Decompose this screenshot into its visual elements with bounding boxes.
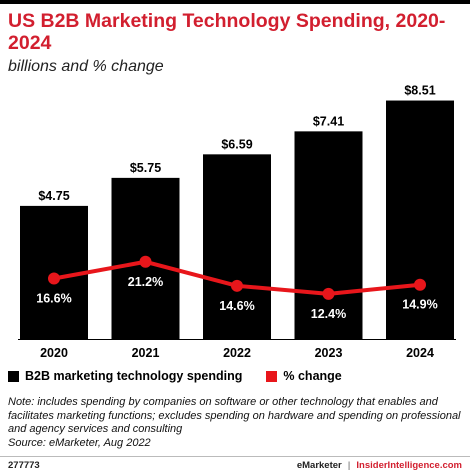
change-point bbox=[322, 287, 335, 300]
chart-subtitle: billions and % change bbox=[8, 58, 164, 75]
change-value-label: 12.4% bbox=[311, 307, 346, 321]
brand-insider-intelligence: InsiderIntelligence.com bbox=[356, 460, 462, 471]
bar-value-label: $6.59 bbox=[221, 137, 252, 151]
bars-layer: $4.75 $5.75 $6.59 $7.41 $8.51 bbox=[20, 84, 454, 340]
change-value-label: 21.2% bbox=[128, 275, 163, 289]
bar-value-label: $7.41 bbox=[313, 114, 344, 128]
x-tick-label: 2022 bbox=[223, 346, 251, 360]
x-tick-label: 2024 bbox=[406, 346, 434, 360]
footer-branding: eMarketer | InsiderIntelligence.com bbox=[297, 460, 462, 471]
bar-value-label: $8.51 bbox=[404, 84, 435, 98]
x-tick-label: 2020 bbox=[40, 346, 68, 360]
legend-label-spending: B2B marketing technology spending bbox=[25, 369, 243, 383]
bar-2024 bbox=[386, 100, 454, 340]
footnote: Note: includes spending by companies on … bbox=[8, 396, 463, 450]
footer-separator: | bbox=[347, 460, 351, 471]
bar-line-chart: $4.75 $5.75 $6.59 $7.41 $8.51 16.6% 21.2% 14.6… bbox=[18, 84, 456, 360]
x-tick-label: 2021 bbox=[132, 346, 160, 360]
legend-label-change: % change bbox=[283, 369, 342, 383]
change-point bbox=[139, 255, 152, 268]
x-axis: 2020 2021 2022 2023 2024 bbox=[18, 339, 456, 360]
legend-item-change: % change bbox=[266, 369, 342, 383]
bar-value-label: $5.75 bbox=[130, 161, 161, 175]
change-point bbox=[231, 279, 243, 292]
brand-emarketer: eMarketer bbox=[296, 460, 342, 471]
change-value-label: 16.6% bbox=[36, 292, 71, 306]
change-point bbox=[48, 272, 60, 285]
change-value-label: 14.9% bbox=[402, 298, 437, 312]
legend-swatch-spending bbox=[8, 370, 19, 382]
x-tick-label: 2023 bbox=[315, 346, 343, 360]
change-value-label: 14.6% bbox=[219, 299, 254, 313]
legend: B2B marketing technology spending % chan… bbox=[8, 369, 366, 383]
change-point bbox=[414, 278, 426, 291]
note-text: Note: includes spending by companies on … bbox=[8, 396, 461, 435]
chart-title: US B2B Marketing Technology Spending, 20… bbox=[8, 10, 446, 54]
line-layer: 16.6% 21.2% 14.6% 12.4% 14.9% bbox=[36, 255, 438, 321]
footer-divider bbox=[0, 456, 470, 457]
top-rule bbox=[0, 0, 470, 4]
bar-2022 bbox=[203, 154, 271, 339]
bar-2023 bbox=[294, 131, 363, 339]
chart-id: 277773 bbox=[8, 460, 40, 471]
legend-item-spending: B2B marketing technology spending bbox=[8, 369, 242, 383]
legend-swatch-change bbox=[266, 370, 278, 382]
bar-value-label: $4.75 bbox=[38, 189, 69, 203]
source-text: Source: eMarketer, Aug 2022 bbox=[8, 436, 151, 449]
